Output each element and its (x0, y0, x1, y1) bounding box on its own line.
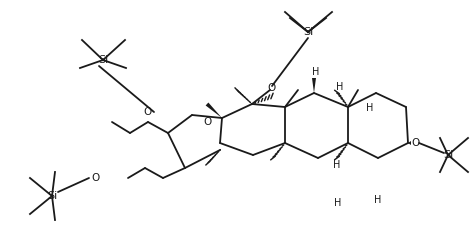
Polygon shape (408, 141, 411, 145)
Text: H: H (374, 195, 382, 205)
Text: O: O (411, 138, 419, 148)
Text: H: H (333, 160, 341, 170)
Text: Si: Si (98, 55, 108, 65)
Text: O: O (144, 107, 152, 117)
Text: O: O (268, 83, 276, 93)
Text: O: O (91, 173, 99, 183)
Text: H: H (366, 103, 374, 113)
Text: O: O (204, 117, 212, 127)
Polygon shape (312, 78, 316, 93)
Text: Si: Si (303, 27, 313, 37)
Text: H: H (334, 198, 342, 208)
Text: Si: Si (443, 150, 453, 160)
Text: Si: Si (47, 191, 57, 201)
Polygon shape (206, 103, 222, 118)
Text: H: H (337, 82, 344, 92)
Text: H: H (312, 67, 320, 77)
